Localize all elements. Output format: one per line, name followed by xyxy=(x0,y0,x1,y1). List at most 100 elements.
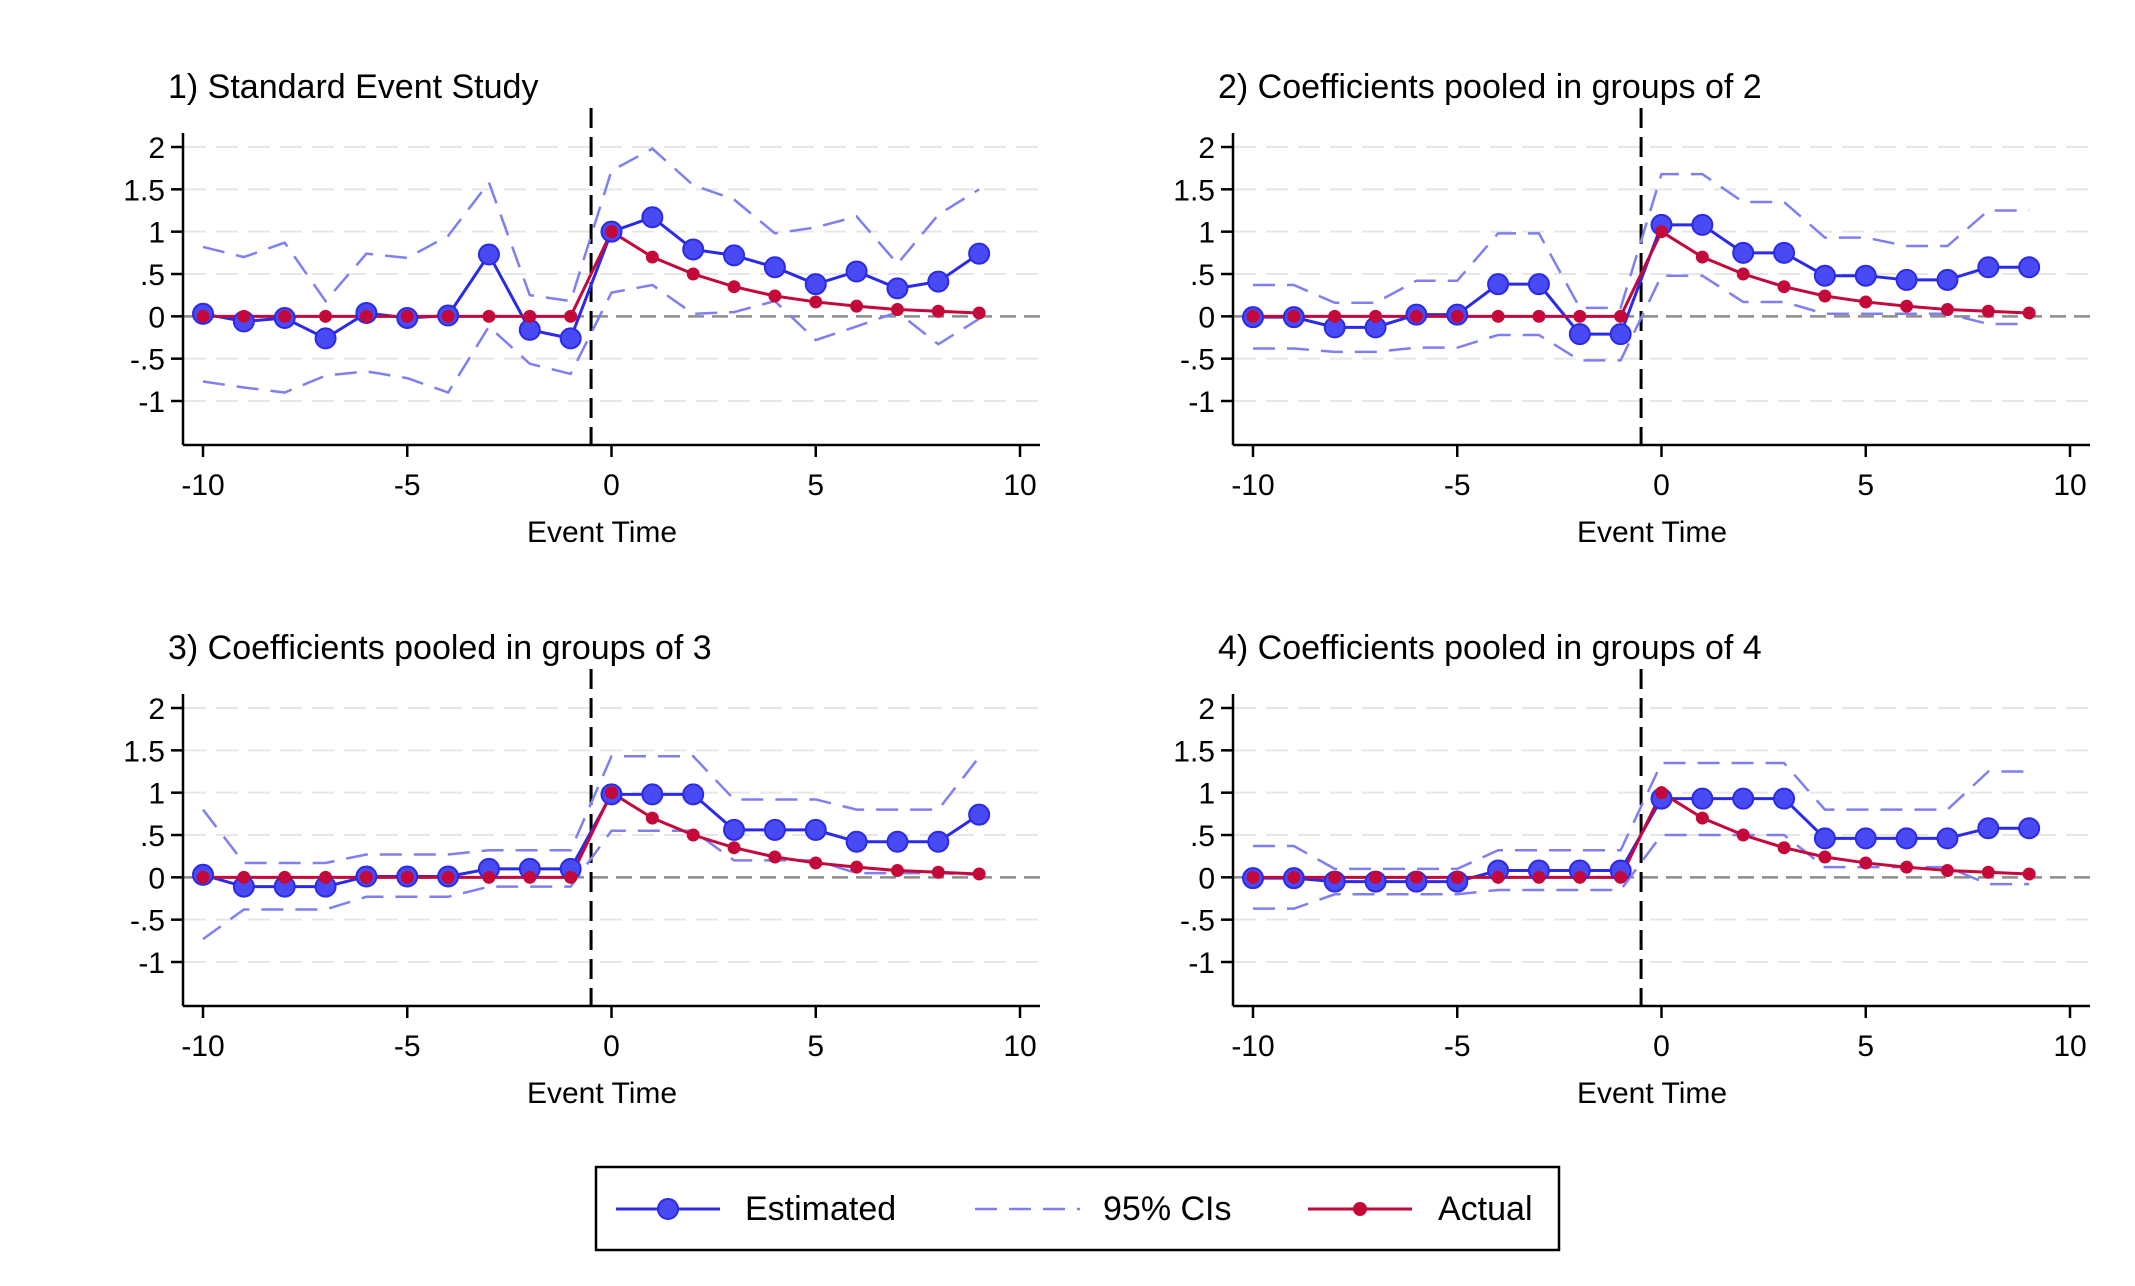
actual-point xyxy=(1859,295,1873,309)
y-tick-label: 2 xyxy=(148,693,165,726)
actual-point xyxy=(564,870,578,884)
estimated-point xyxy=(1936,827,1959,850)
actual-point xyxy=(809,295,823,309)
ci-line xyxy=(1253,274,2030,362)
estimated-point xyxy=(927,270,950,293)
estimated-point xyxy=(1773,241,1796,264)
actual-point xyxy=(523,870,537,884)
estimated-point xyxy=(477,243,500,266)
actual-point xyxy=(1818,850,1832,864)
actual-point xyxy=(359,309,373,323)
estimated-point xyxy=(1813,264,1836,287)
plot-area: -1 -.5 0 .5 1 1.5 2 -10 -5 0 5 10 xyxy=(123,108,1040,502)
y-tick-label: 1 xyxy=(1198,778,1215,811)
legend-estimated-marker xyxy=(657,1198,679,1220)
y-tick-label: .5 xyxy=(1190,259,1215,292)
estimated-point xyxy=(1691,787,1714,810)
x-axis-label: Event Time xyxy=(527,1077,677,1110)
x-axis-label: Event Time xyxy=(1577,1077,1727,1110)
actual-point xyxy=(237,870,251,884)
estimated-point xyxy=(641,783,664,806)
actual-point xyxy=(1246,309,1260,323)
estimated-point xyxy=(845,830,868,853)
ci-line xyxy=(202,829,980,941)
actual-point xyxy=(1491,309,1505,323)
y-tick-label: -1 xyxy=(1188,947,1215,980)
actual-point xyxy=(1900,299,1914,313)
actual-point xyxy=(850,299,864,313)
actual-point xyxy=(605,786,618,800)
actual-point xyxy=(1940,303,1954,317)
estimated-point xyxy=(1936,268,1959,291)
actual-point xyxy=(400,309,414,323)
plot-area: -1 -.5 0 .5 1 1.5 2 -10 -5 0 5 10 xyxy=(1173,108,2090,502)
panel-title: 1) Standard Event Study xyxy=(168,68,538,106)
estimated-point xyxy=(804,818,827,841)
actual-point xyxy=(196,309,210,323)
actual-line xyxy=(203,229,980,318)
estimated-point xyxy=(1732,241,1755,264)
actual-point xyxy=(1695,250,1709,264)
actual-point xyxy=(1409,309,1423,323)
actual-point xyxy=(237,309,251,323)
actual-point xyxy=(972,306,986,320)
estimated-point xyxy=(1732,787,1755,810)
y-tick-label: 1 xyxy=(148,217,165,250)
actual-point xyxy=(931,865,945,879)
actual-point xyxy=(278,870,292,884)
x-tick-label: 10 xyxy=(2053,469,2086,502)
estimated-point xyxy=(763,818,786,841)
actual-point xyxy=(1900,860,1914,874)
actual-point xyxy=(645,250,659,264)
plot-area: -1 -.5 0 .5 1 1.5 2 -10 -5 0 5 10 xyxy=(123,669,1040,1063)
actual-point xyxy=(1859,856,1873,870)
y-tick-label: -1 xyxy=(1188,386,1215,419)
estimated-point xyxy=(886,830,909,853)
x-axis-label: Event Time xyxy=(527,516,677,549)
estimated-point xyxy=(641,206,664,229)
actual-point xyxy=(1409,870,1423,884)
y-tick-label: 1 xyxy=(148,778,165,811)
actual-point xyxy=(482,870,496,884)
estimated-point xyxy=(1854,827,1877,850)
actual-point xyxy=(1532,870,1546,884)
actual-point xyxy=(1328,870,1342,884)
actual-point xyxy=(441,309,455,323)
estimated-point xyxy=(1813,827,1836,850)
estimated-point xyxy=(723,818,746,841)
estimated-point xyxy=(1977,817,2000,840)
legend-ci-label: 95% CIs xyxy=(1103,1190,1232,1228)
legend: Estimated 95% CIs Actual xyxy=(594,1165,1561,1252)
y-tick-label: -1 xyxy=(138,947,165,980)
actual-point xyxy=(359,870,373,884)
y-tick-label: 1.5 xyxy=(1173,735,1215,768)
estimated-point xyxy=(763,256,786,279)
panel-title: 3) Coefficients pooled in groups of 3 xyxy=(168,629,712,667)
y-tick-label: 1.5 xyxy=(123,735,165,768)
panel-title: 4) Coefficients pooled in groups of 4 xyxy=(1218,629,1762,667)
y-tick-label: 1.5 xyxy=(123,174,165,207)
legend-item-ci: 95% CIs xyxy=(975,1190,1232,1228)
legend-estimated-label: Estimated xyxy=(745,1190,896,1228)
actual-point xyxy=(1736,267,1750,281)
actual-point xyxy=(1777,280,1791,294)
actual-point xyxy=(1614,309,1628,323)
estimated-point xyxy=(682,783,705,806)
ci-line xyxy=(202,755,981,865)
actual-point xyxy=(931,304,945,318)
actual-point xyxy=(850,860,864,874)
y-tick-label: 0 xyxy=(148,862,165,895)
estimated-point xyxy=(1854,264,1877,287)
x-tick-label: 5 xyxy=(807,469,824,502)
actual-point xyxy=(605,225,618,239)
estimated-point xyxy=(845,260,868,283)
y-tick-label: 0 xyxy=(148,301,165,334)
estimated-point xyxy=(1895,268,1918,291)
estimated-point xyxy=(968,242,991,265)
actual-point xyxy=(1532,309,1546,323)
y-tick-label: -.5 xyxy=(130,905,165,938)
plot-area: -1 -.5 0 .5 1 1.5 2 -10 -5 0 5 10 xyxy=(1173,669,2090,1063)
actual-point xyxy=(890,864,904,878)
actual-point xyxy=(1981,865,1995,879)
